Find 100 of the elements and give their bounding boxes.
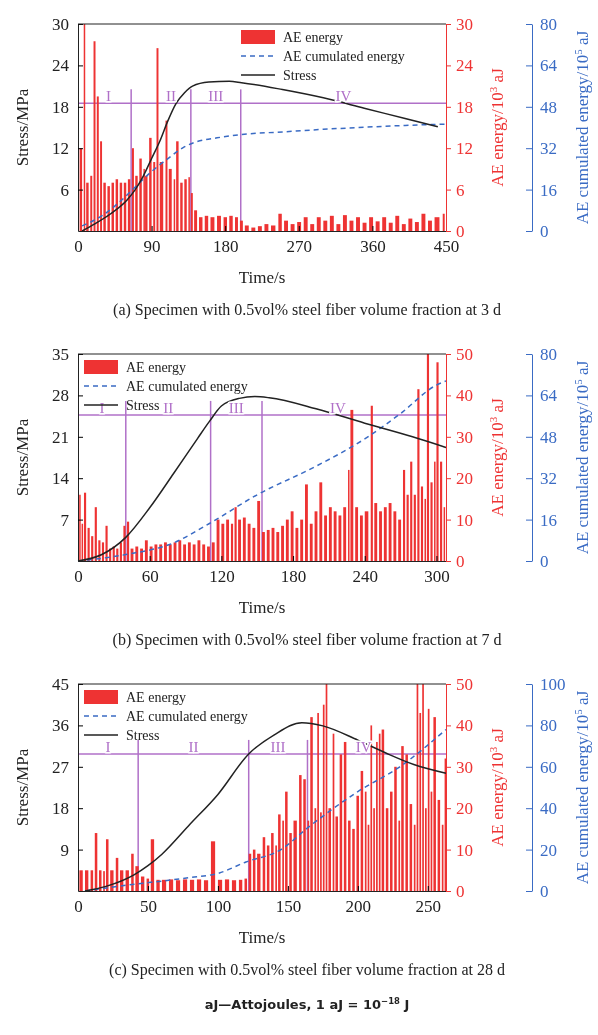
bar [401, 224, 406, 231]
y3-tick-label: 80 [540, 14, 557, 34]
bar [276, 532, 280, 561]
bar [184, 179, 187, 231]
bar [328, 507, 332, 561]
bar [303, 217, 308, 231]
y-tick-label: 18 [52, 97, 69, 117]
bar [154, 544, 158, 561]
y2-tick-label: 18 [456, 97, 473, 117]
annotation: IV [335, 88, 352, 105]
bar [359, 515, 363, 561]
bar [290, 511, 294, 561]
bar [323, 220, 328, 231]
y-tick-label: 35 [52, 344, 69, 364]
bar [388, 222, 393, 231]
text: (b) Specimen with 0.5vol% steel fiber volume fraction at 7 d [112, 631, 502, 649]
bar [369, 217, 374, 231]
x-tick-label: 0 [74, 897, 83, 917]
legend-label: AE cumulated energy [126, 709, 248, 724]
bar [271, 833, 274, 891]
bar [83, 492, 87, 561]
x-tick-label: 50 [139, 897, 157, 917]
y3-tick-label: 32 [540, 469, 557, 489]
bar [144, 540, 148, 561]
bar [414, 222, 419, 231]
bar [362, 222, 367, 231]
bar [356, 217, 360, 231]
annotation: II [163, 399, 174, 416]
text: (c) Specimen with 0.5vol% steel fiber volume fraction at 28 d [109, 961, 505, 979]
y-tick-label: 6 [60, 180, 69, 200]
bar [176, 141, 179, 231]
x-axis-title: Time/s [238, 598, 286, 617]
bar [285, 791, 288, 891]
x-axis-title: Time/s [238, 928, 286, 947]
bar [135, 546, 139, 561]
bar [107, 186, 110, 231]
bar [264, 224, 269, 231]
y2-tick-label: 6 [456, 180, 465, 200]
bar [164, 542, 167, 561]
bar [79, 870, 83, 891]
bar [178, 540, 182, 561]
bar [211, 542, 215, 561]
y3-tick-label: 100 [540, 674, 566, 694]
bar [290, 224, 295, 231]
legend-label: AE energy [283, 30, 343, 45]
bar [285, 519, 289, 561]
x-tick-label: 120 [209, 567, 235, 587]
y2-tick-label: 10 [456, 840, 473, 860]
bar [355, 507, 359, 561]
bar [410, 461, 413, 561]
x-tick-label: 300 [424, 567, 450, 587]
bar [149, 137, 152, 231]
y2-tick-label: 30 [456, 14, 473, 34]
bar [329, 215, 334, 231]
y3-tick-label: 64 [540, 56, 558, 76]
bar [348, 820, 351, 891]
y3-tick-label: 0 [540, 551, 549, 571]
bar [271, 225, 276, 231]
bar [284, 220, 289, 231]
bar [303, 779, 306, 891]
legend-label: Stress [126, 728, 160, 743]
bar [408, 218, 413, 231]
bar [375, 221, 380, 231]
bar [310, 717, 313, 891]
y2-tick-label: 50 [456, 344, 473, 364]
bar [293, 820, 297, 891]
bar [356, 795, 359, 891]
y2-tick-label: 30 [456, 757, 473, 777]
y-tick-label: 12 [52, 139, 69, 159]
y2-tick-label: 20 [456, 469, 473, 489]
legend-label: Stress [283, 68, 317, 83]
legend-label: AE energy [126, 690, 186, 705]
y3-tick-label: 0 [540, 221, 549, 241]
bar [417, 389, 420, 561]
bar [235, 217, 238, 231]
bar [242, 517, 246, 561]
x-tick-label: 250 [415, 897, 442, 917]
annotation: III [228, 399, 244, 416]
bar [159, 544, 163, 561]
bar [350, 409, 354, 561]
bar [221, 523, 225, 561]
bar [262, 532, 265, 561]
bar [257, 500, 261, 561]
y2-tick-label: 12 [456, 139, 473, 159]
bar [421, 213, 426, 231]
y-tick-label: 18 [52, 799, 69, 819]
y2-tick-label: 0 [456, 881, 465, 901]
x-tick-label: 150 [275, 897, 302, 917]
y-tick-label: 30 [52, 14, 69, 34]
bar [230, 523, 234, 561]
x-tick-label: 360 [360, 237, 386, 257]
y-tick-label: 9 [60, 840, 69, 860]
annotation: I [99, 399, 105, 416]
y3-tick-label: 60 [540, 757, 557, 777]
bar [105, 525, 108, 561]
bar [299, 775, 302, 891]
y-tick-label: 21 [52, 427, 69, 447]
x-tick-label: 90 [143, 237, 161, 257]
bar [382, 217, 387, 231]
y-tick-label: 7 [60, 510, 70, 530]
